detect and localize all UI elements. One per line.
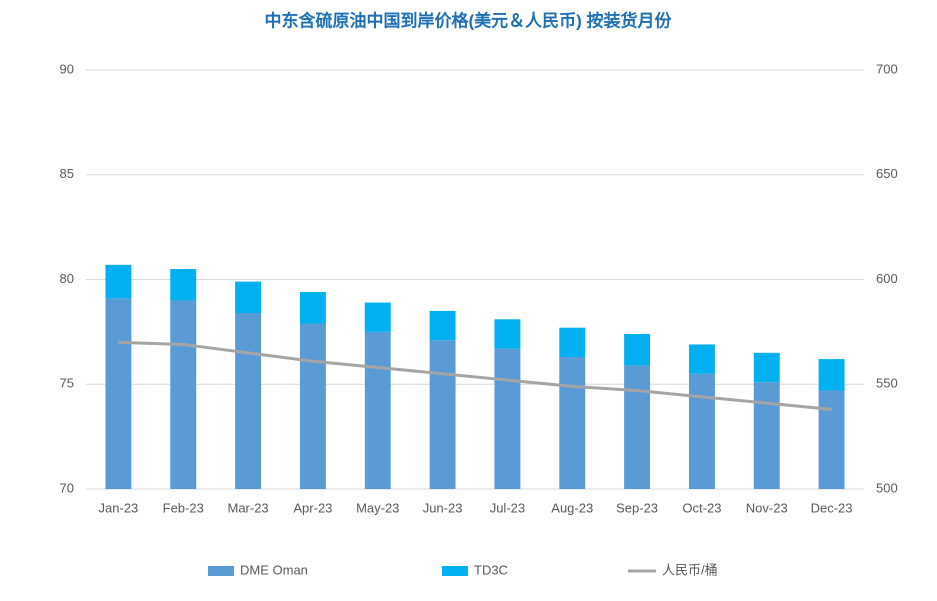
legend-swatch	[208, 566, 234, 576]
x-tick-label: Dec-23	[811, 500, 853, 515]
chart-title: 中东含硫原油中国到岸价格(美元＆人民币) 按装货月份	[264, 10, 672, 30]
y-tick-label: 90	[60, 61, 74, 76]
y-tick-label: 70	[60, 480, 74, 495]
bar-segment	[429, 310, 456, 341]
legend-label: TD3C	[474, 562, 508, 577]
bar-segment	[818, 390, 845, 489]
bar-segment	[494, 319, 521, 349]
legend-swatch	[442, 566, 468, 576]
bar-segment	[105, 264, 132, 299]
bar-segment	[688, 373, 715, 489]
bar-segment	[364, 302, 391, 332]
bar-segment	[299, 292, 326, 324]
bar-segment	[688, 344, 715, 374]
y2-tick-label: 550	[876, 376, 898, 391]
legend-label: DME Oman	[240, 562, 308, 577]
bar-segment	[170, 300, 197, 489]
x-tick-label: Sep-23	[616, 500, 658, 515]
y-tick-label: 75	[60, 376, 74, 391]
bar-segment	[235, 313, 262, 489]
x-tick-label: Jul-23	[490, 500, 525, 515]
x-tick-label: Feb-23	[163, 500, 204, 515]
bar-segment	[753, 382, 780, 489]
bar-segment	[235, 281, 262, 314]
y2-tick-label: 650	[876, 166, 898, 181]
bar-segment	[364, 331, 391, 489]
bar-segment	[753, 352, 780, 383]
bar-segment	[494, 348, 521, 489]
x-tick-label: May-23	[356, 500, 399, 515]
x-tick-label: Aug-23	[551, 500, 593, 515]
y2-tick-label: 600	[876, 271, 898, 286]
y2-tick-label: 700	[876, 61, 898, 76]
bar-segment	[624, 333, 651, 366]
legend-label: 人民币/桶	[662, 562, 718, 577]
y-tick-label: 80	[60, 271, 74, 286]
bar-segment	[559, 327, 586, 358]
bar-segment	[105, 298, 132, 489]
x-tick-label: Jan-23	[99, 500, 139, 515]
line	[118, 340, 832, 411]
bar-segment	[429, 340, 456, 489]
x-tick-label: Mar-23	[227, 500, 268, 515]
x-tick-label: Jun-23	[423, 500, 463, 515]
y-tick-label: 85	[60, 166, 74, 181]
x-tick-label: Apr-23	[293, 500, 332, 515]
bar-segment	[624, 365, 651, 489]
bar-segment	[559, 357, 586, 489]
bar-segment	[818, 359, 845, 391]
bar-segment	[299, 323, 326, 489]
y2-tick-label: 500	[876, 480, 898, 495]
x-tick-label: Oct-23	[682, 500, 721, 515]
bar-segment	[170, 269, 197, 301]
x-tick-label: Nov-23	[746, 500, 788, 515]
